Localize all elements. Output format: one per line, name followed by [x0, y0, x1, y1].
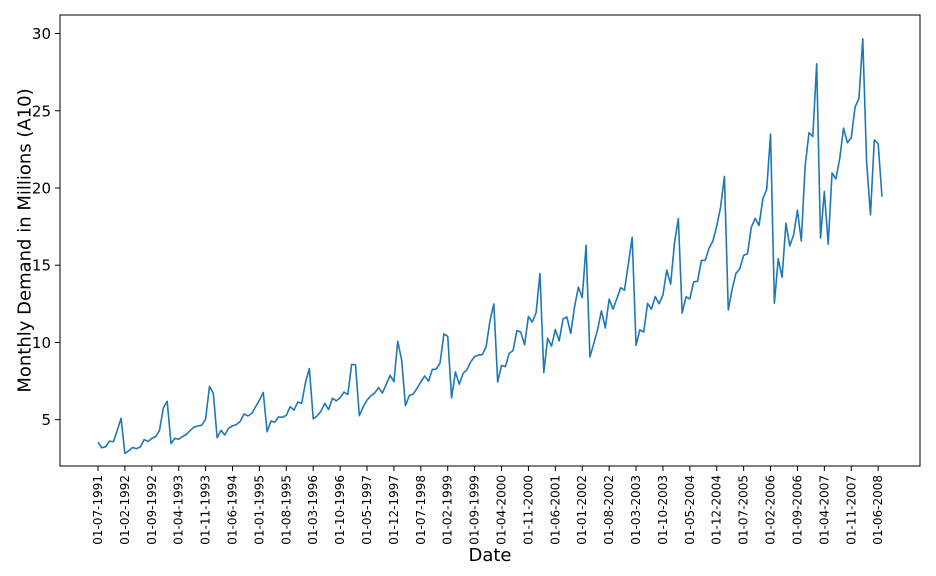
x-tick-label: 01-06-2001 — [548, 475, 562, 545]
x-axis-label: Date — [468, 545, 511, 566]
x-tick-label: 01-05-1997 — [360, 475, 374, 545]
x-tick-label: 01-07-1998 — [414, 475, 428, 545]
series-line — [97, 37, 883, 455]
x-tick-label: 01-10-2003 — [656, 475, 670, 545]
y-axis-ticks: 5 10 15 20 25 30 — [32, 25, 60, 429]
x-tick-label: 01-12-2004 — [710, 475, 724, 545]
x-tick-label: 01-07-2005 — [737, 475, 751, 545]
x-tick-label: 01-08-2002 — [602, 475, 616, 545]
x-tick-label: 01-11-2000 — [521, 475, 535, 545]
x-tick-label: 01-02-2006 — [764, 475, 778, 545]
x-tick-label: 01-07-1991 — [91, 475, 105, 545]
y-tick-label: 25 — [32, 102, 51, 120]
y-tick-label: 20 — [32, 179, 51, 197]
plot-frame — [59, 14, 921, 467]
x-tick-label: 01-04-2007 — [817, 475, 831, 545]
x-tick-label: 01-05-2004 — [683, 475, 697, 545]
x-tick-label: 01-06-1994 — [226, 475, 240, 545]
x-tick-label: 01-04-2000 — [495, 475, 509, 545]
x-tick-label: 01-10-1996 — [333, 475, 347, 545]
x-tick-label: 01-01-1995 — [252, 475, 266, 545]
x-tick-label: 01-09-1999 — [468, 475, 482, 545]
x-tick-label: 01-03-1996 — [306, 475, 320, 545]
x-tick-label: 01-09-2006 — [790, 475, 804, 545]
y-tick-label: 10 — [32, 334, 51, 352]
y-tick-label: 5 — [41, 411, 51, 429]
x-tick-label: 01-12-1997 — [387, 475, 401, 545]
x-tick-label: 01-06-2008 — [871, 475, 885, 545]
x-tick-label: 01-08-1995 — [279, 475, 293, 545]
x-tick-label: 01-03-2003 — [629, 475, 643, 545]
x-tick-label: 01-09-1992 — [145, 475, 159, 545]
y-axis-label: Monthly Demand in Millions (A10) — [14, 88, 35, 392]
x-tick-label: 01-01-2002 — [575, 475, 589, 545]
x-axis-ticks: 01-07-1991 01-02-1992 01-09-1992 01-04-1993… — [91, 466, 885, 545]
y-tick-label: 30 — [32, 25, 51, 43]
x-tick-label: 01-02-1992 — [118, 475, 132, 545]
x-tick-label: 01-11-2007 — [844, 475, 858, 545]
x-tick-label: 01-04-1993 — [172, 475, 186, 545]
y-tick-label: 15 — [32, 257, 51, 275]
x-tick-label: 01-11-1993 — [199, 475, 213, 545]
x-tick-label: 01-02-1999 — [441, 475, 455, 545]
